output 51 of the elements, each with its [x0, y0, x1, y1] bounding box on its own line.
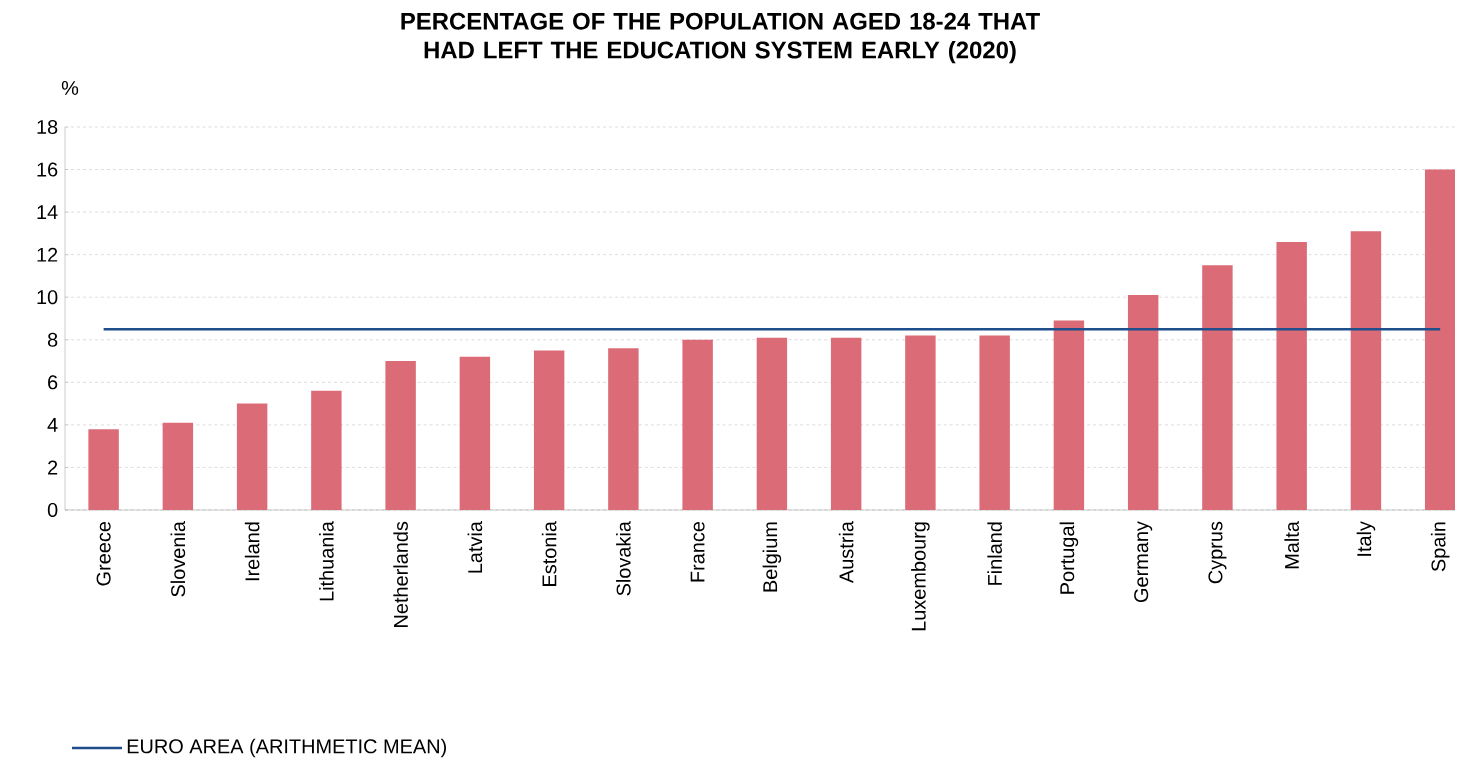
x-tick-label: Greece	[96, 521, 111, 586]
x-tick-label: Germany	[1134, 521, 1153, 603]
y-tick-label: 6	[48, 375, 58, 390]
chart-title: PERCENTAGE OF THE POPULATION AGED 18-24 THAT HAD LEFT THE EDUCATION SYSTEM EARLY (2020)	[401, 12, 1040, 64]
bar	[1424, 169, 1456, 510]
x-tick-label: Finland	[987, 522, 1002, 585]
x-tick-label: Estonia	[541, 521, 557, 586]
x-tick-label: Malta	[1284, 521, 1299, 569]
bar	[533, 350, 565, 510]
bar	[1276, 241, 1307, 510]
x-tick-label: Austria	[838, 521, 854, 584]
bar	[162, 422, 194, 510]
x-tick-label: Latvia	[467, 521, 483, 573]
bar	[236, 403, 268, 510]
bar	[830, 337, 862, 510]
y-tick-label: 2	[48, 460, 58, 475]
x-tick-label: Ireland	[244, 522, 260, 581]
bar	[88, 429, 119, 510]
bar	[979, 335, 1010, 510]
x-tick-label: Portugal	[1059, 522, 1079, 594]
y-tick-label: 12	[37, 247, 58, 262]
bar	[459, 356, 491, 510]
x-tick-label: Netherlands	[393, 521, 408, 627]
bar	[1202, 265, 1233, 510]
x-tick-label: Spain	[1430, 522, 1450, 572]
y-axis-title: %	[61, 81, 79, 95]
bar	[1053, 320, 1085, 510]
x-tick-label: Cyprus	[1208, 521, 1227, 584]
x-tick-label: Luxembourg	[911, 522, 930, 631]
bar	[905, 335, 936, 510]
y-tick-label: 16	[37, 162, 58, 177]
y-tick-label: 10	[37, 290, 58, 305]
y-tick-label: 18	[37, 119, 58, 135]
x-tick-label: Belgium	[762, 522, 782, 592]
x-tick-label: Italy	[1356, 521, 1376, 556]
y-tick-label: 4	[47, 418, 58, 432]
legend-label: EURO AREA (ARITHMETIC MEAN)	[127, 738, 446, 758]
y-tick-label: 14	[37, 205, 58, 219]
x-tick-label: Slovakia	[616, 521, 631, 596]
bar	[608, 348, 639, 510]
y-tick-label: 0	[47, 502, 58, 518]
bar	[1350, 231, 1382, 510]
bar	[1127, 295, 1159, 510]
y-tick-label: 8	[47, 332, 58, 347]
bar	[682, 339, 713, 510]
bar	[385, 361, 416, 510]
bar	[756, 337, 788, 510]
x-tick-label: Lithuania	[319, 521, 334, 601]
x-tick-label: Slovenia	[170, 521, 186, 597]
x-tick-label: France	[690, 521, 705, 582]
bar	[311, 390, 342, 510]
